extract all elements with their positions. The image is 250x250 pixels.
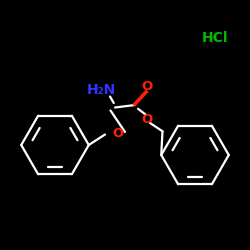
Text: O: O bbox=[112, 127, 124, 140]
Text: H₂N: H₂N bbox=[87, 82, 116, 96]
Text: HCl: HCl bbox=[202, 30, 228, 44]
Text: O: O bbox=[141, 80, 152, 93]
Text: O: O bbox=[142, 113, 153, 126]
